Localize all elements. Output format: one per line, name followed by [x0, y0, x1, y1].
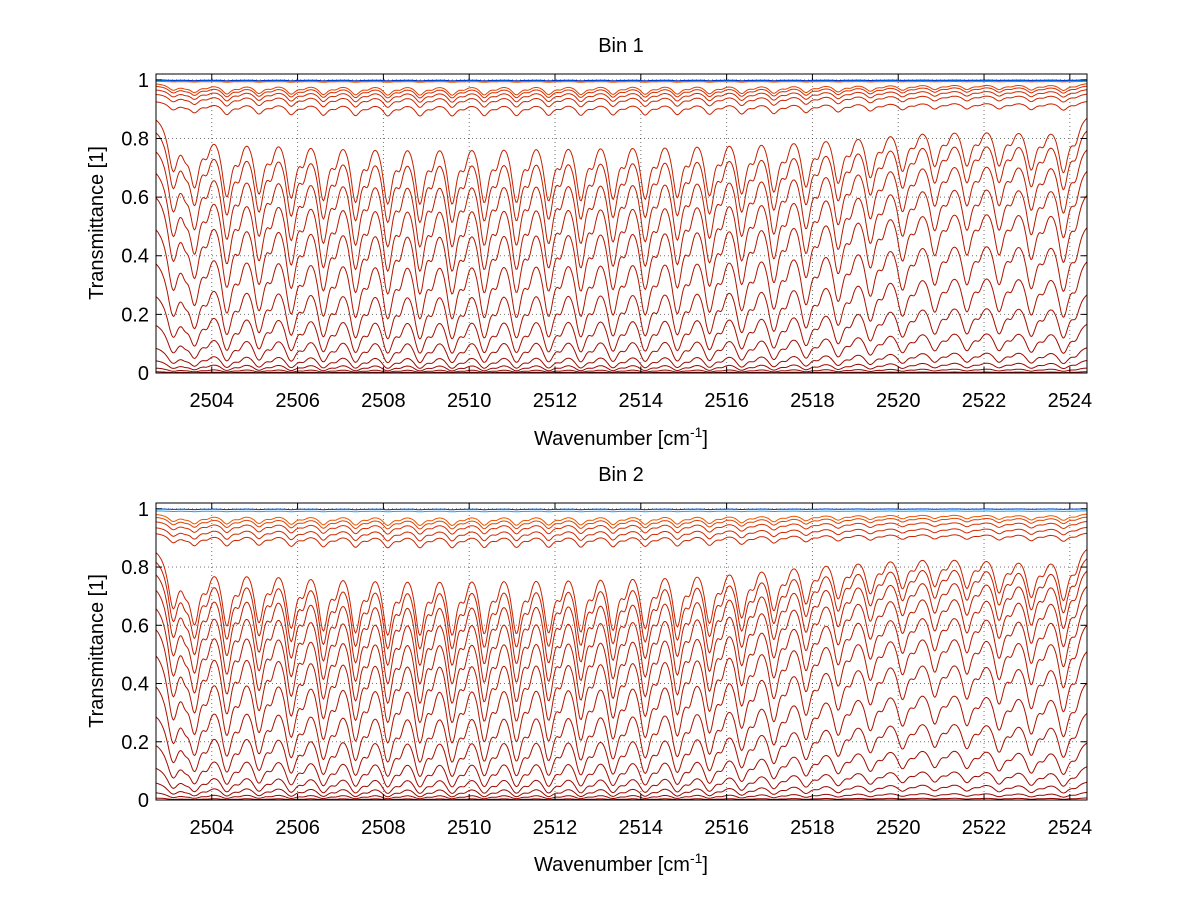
x-tick-label: 2510 [447, 817, 492, 839]
series-line [155, 347, 1088, 369]
y-tick-label: 0.4 [121, 674, 149, 696]
series-line [156, 508, 1087, 511]
series-line [156, 80, 1087, 83]
x-tick-label: 2506 [275, 390, 320, 412]
x-tick-label: 2504 [190, 817, 235, 839]
series-line [155, 130, 1088, 224]
y-tick-label: 0.8 [121, 128, 149, 150]
series-line [155, 89, 1088, 103]
series-line [155, 194, 1088, 295]
series-line [155, 101, 1088, 117]
x-tick-label: 2514 [619, 817, 664, 839]
x-tick-label: 2510 [447, 390, 492, 412]
series-line [155, 604, 1088, 705]
series-line [155, 85, 1088, 99]
series-line [155, 170, 1088, 273]
x-tick-label: 2508 [361, 390, 406, 412]
series-group [155, 79, 1088, 374]
y-axis-label: Transmittance [1] [86, 574, 108, 728]
series-line [156, 80, 1087, 82]
series-line [155, 682, 1088, 763]
x-tick-label: 2516 [704, 390, 749, 412]
series-line [155, 359, 1088, 372]
x-tick-label: 2518 [790, 390, 835, 412]
series-line [155, 713, 1088, 778]
series-line [155, 742, 1088, 788]
x-tick-label: 2522 [962, 817, 1007, 839]
series-line [156, 79, 1087, 82]
y-tick-label: 1 [138, 499, 149, 521]
y-tick-label: 0.6 [121, 615, 149, 637]
x-axis-label-main: Wavenumber [cm [534, 854, 690, 876]
x-axis-label: Wavenumber [cm-1] [534, 850, 708, 876]
axes-frame [155, 502, 1088, 801]
series-line [155, 93, 1088, 108]
x-tick-label: 2514 [619, 390, 664, 412]
series-line [155, 651, 1088, 744]
y-tick-label: 0 [138, 363, 149, 385]
chart-title: Bin 2 [598, 464, 644, 486]
y-tick-label: 1 [138, 70, 149, 92]
series-line [156, 510, 1087, 513]
x-tick-label: 2520 [876, 817, 921, 839]
x-tick-label: 2524 [1048, 390, 1093, 412]
x-axis-label: Wavenumber [cm-1] [534, 424, 708, 450]
series-line [155, 570, 1088, 667]
series-line [155, 227, 1088, 320]
series-line [155, 516, 1088, 530]
x-tick-label: 2524 [1048, 817, 1093, 839]
series-line [155, 791, 1088, 800]
y-tick-label: 0.4 [121, 246, 149, 268]
series-line [155, 781, 1088, 798]
x-tick-label: 2520 [876, 390, 921, 412]
series-line [155, 367, 1088, 373]
series-line [155, 766, 1088, 794]
series-line [155, 323, 1088, 364]
series-line [155, 149, 1088, 248]
x-tick-label: 2512 [533, 817, 578, 839]
panel-bin-1: Bin 1 2504 2506 2508 2510 2512 2514 2516 2518 25… [86, 35, 1092, 450]
panel-bin-2: Bin 2 2504 2506 2508 2510 2512 2514 2516 2518 25… [86, 464, 1092, 876]
series-line [155, 521, 1088, 535]
series-line [156, 797, 1087, 801]
x-axis-label-sup: -1 [690, 424, 703, 440]
x-tick-label: 2516 [704, 817, 749, 839]
y-tick-label: 0.6 [121, 187, 149, 209]
y-tick-label: 0.2 [121, 304, 149, 326]
series-line [155, 558, 1088, 650]
y-axis-label: Transmittance [1] [86, 146, 108, 300]
x-axis-label-sup: -1 [690, 850, 703, 866]
y-tick-label: 0.2 [121, 732, 149, 754]
series-line [155, 83, 1088, 96]
series-group [155, 508, 1088, 801]
series-line [155, 624, 1088, 724]
x-tick-label: 2522 [962, 390, 1007, 412]
x-axis-label-end: ] [702, 428, 708, 450]
x-axis-label-main: Wavenumber [cm [534, 428, 690, 450]
y-tick-label: 0.8 [121, 557, 149, 579]
series-line [155, 586, 1088, 685]
axes-frame [155, 73, 1088, 374]
y-tick-label: 0 [138, 790, 149, 812]
x-tick-label: 2518 [790, 817, 835, 839]
series-line [155, 294, 1088, 354]
x-tick-label: 2508 [361, 817, 406, 839]
series-line [155, 261, 1088, 340]
series-line [155, 549, 1088, 637]
x-tick-label: 2506 [275, 817, 320, 839]
series-line [155, 526, 1088, 542]
series-line [155, 513, 1088, 527]
series-line [155, 118, 1088, 206]
chart-title: Bin 1 [598, 35, 644, 57]
x-axis-label-end: ] [702, 854, 708, 876]
x-tick-label: 2512 [533, 390, 578, 412]
series-line [155, 532, 1088, 549]
x-tick-label: 2504 [190, 390, 235, 412]
